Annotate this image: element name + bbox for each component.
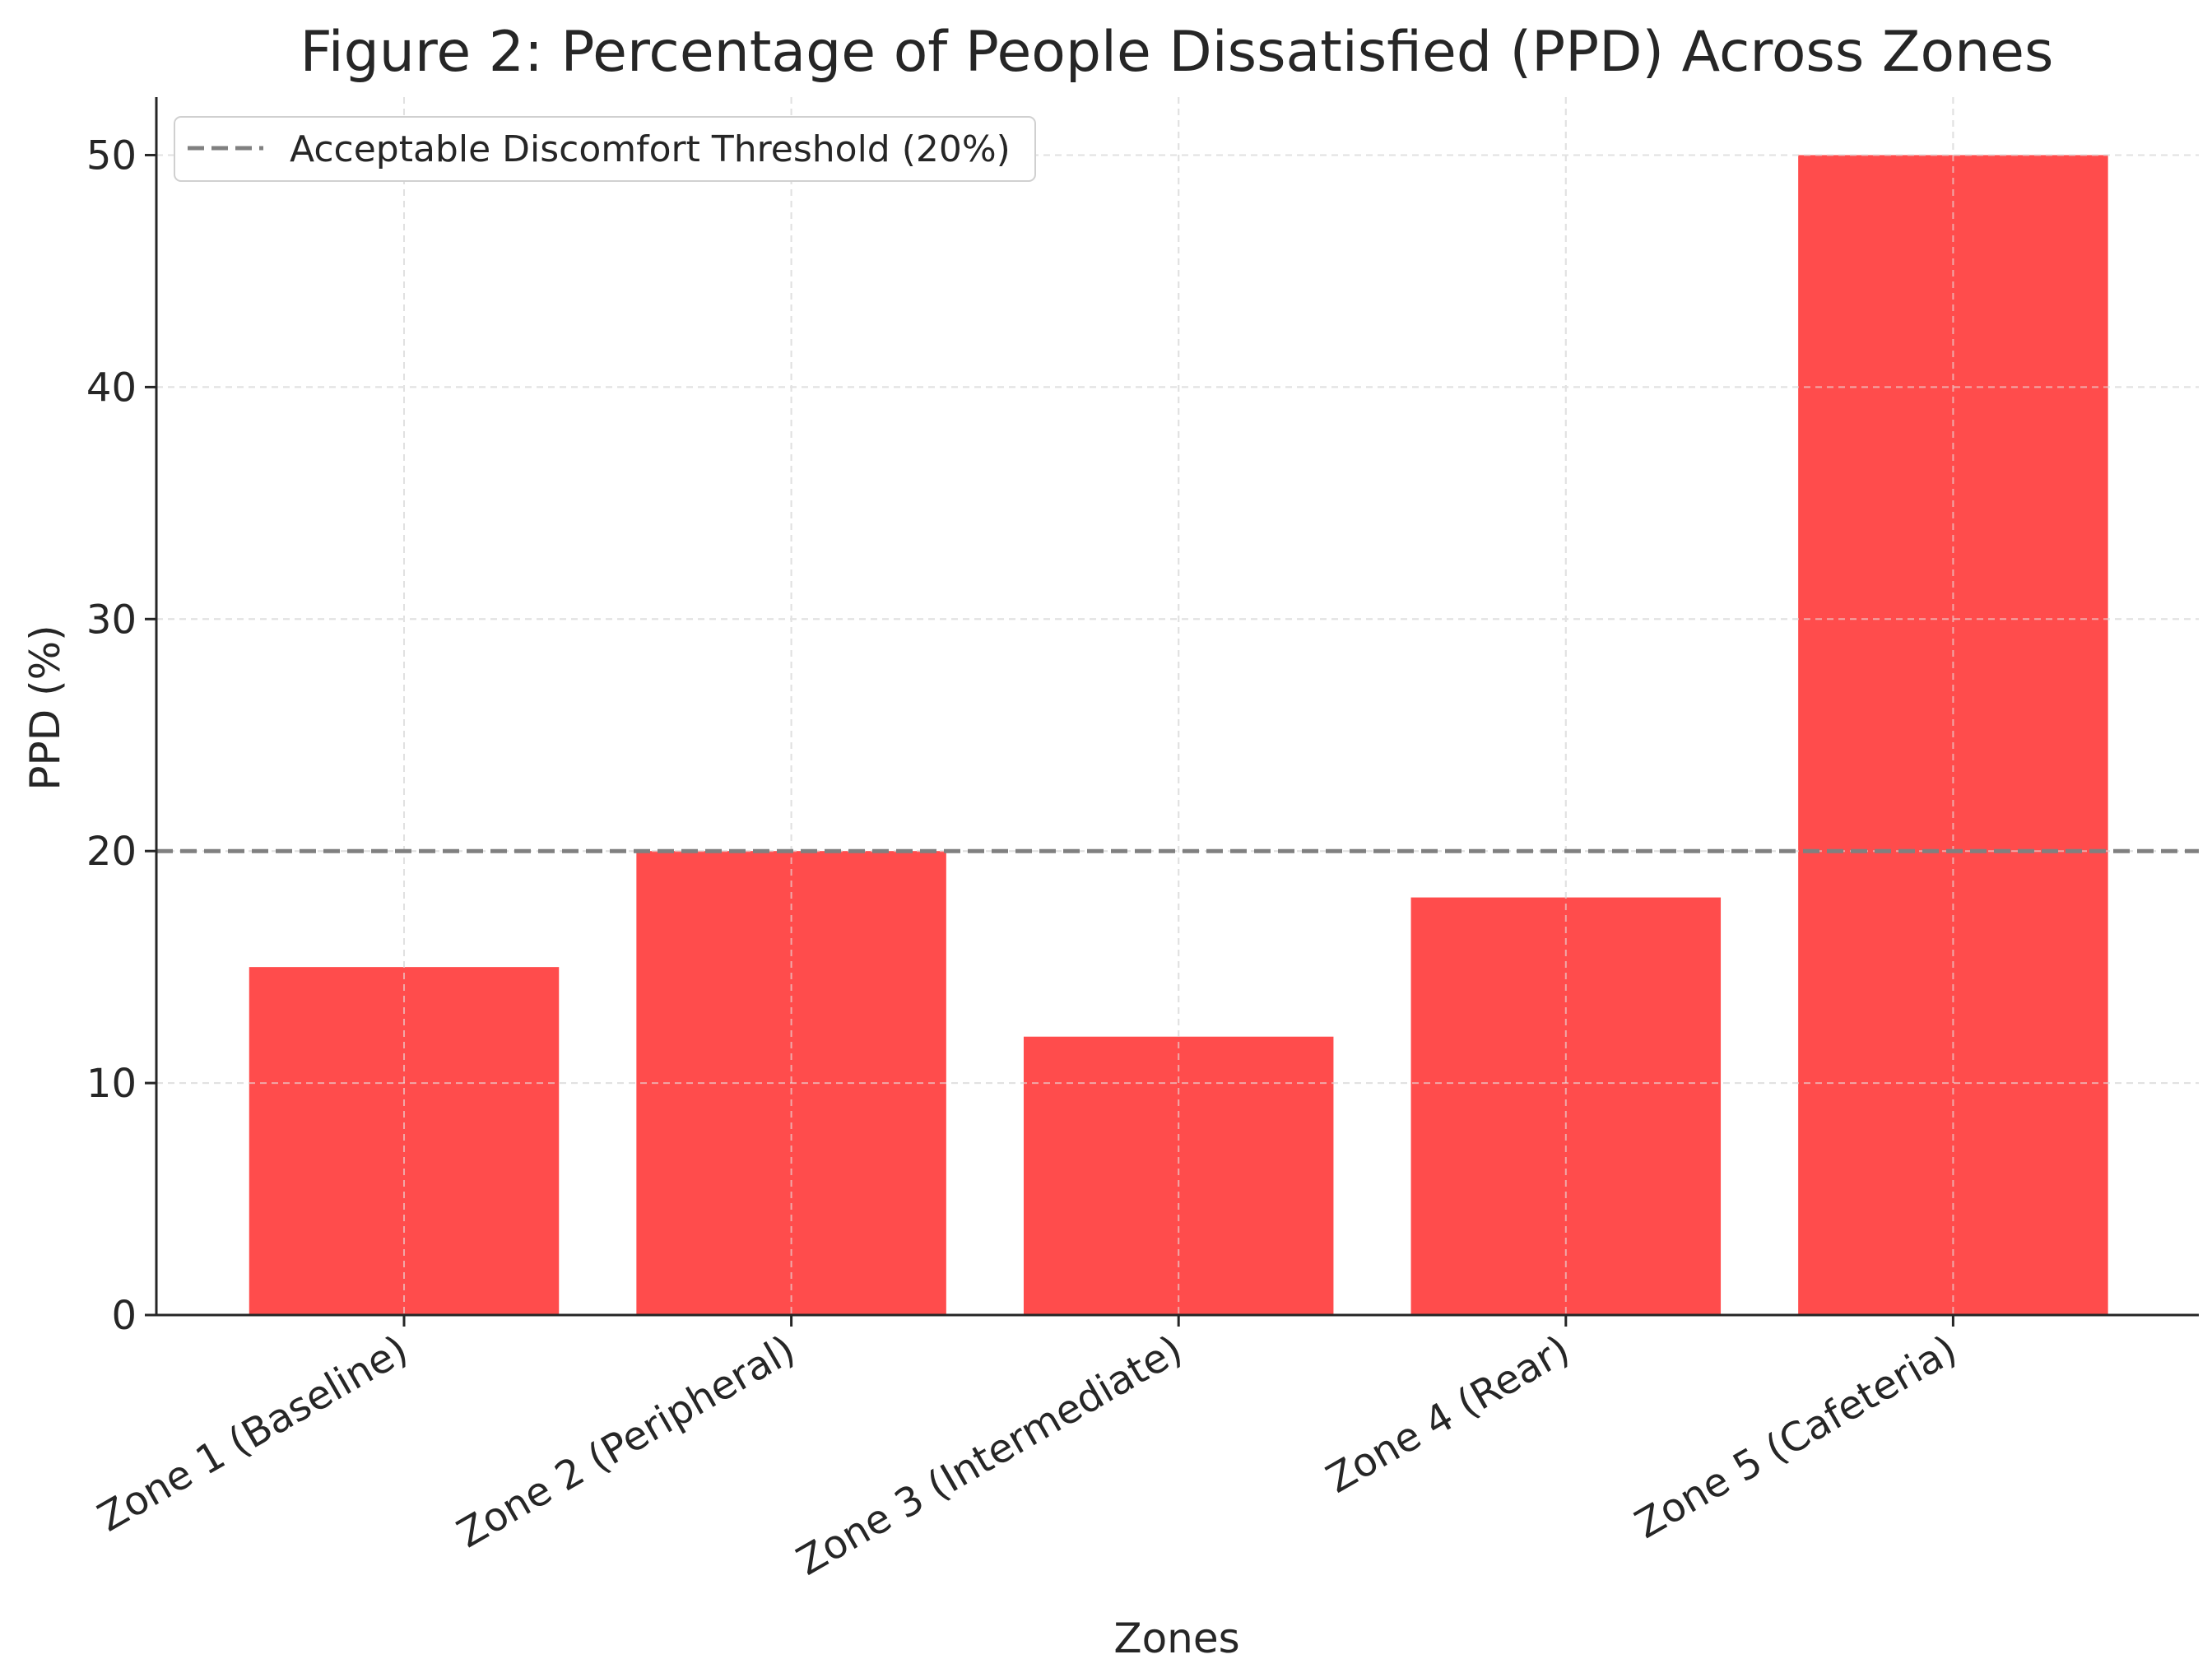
x-tick-label: Zone 3 (Intermediate) <box>789 1327 1190 1585</box>
x-tick-label: Zone 4 (Rear) <box>1318 1327 1577 1503</box>
legend: Acceptable Discomfort Threshold (20%) <box>174 116 1036 182</box>
y-tick-label: 50 <box>86 132 137 179</box>
legend-box <box>174 116 1036 182</box>
bars <box>156 97 2199 1315</box>
y-tick-label: 20 <box>86 829 137 875</box>
y-tick-label: 10 <box>86 1061 137 1107</box>
x-tick-label: Zone 5 (Cafeteria) <box>1628 1327 1965 1548</box>
y-tick-label: 40 <box>86 365 137 411</box>
chart-title: Figure 2: Percentage of People Dissatisf… <box>300 20 2054 85</box>
x-tick-label: Zone 1 (Baseline) <box>91 1327 416 1541</box>
y-tick-label: 30 <box>86 597 137 643</box>
x-tick-label: Zone 2 (Peripheral) <box>449 1327 802 1557</box>
y-tick-label: 0 <box>111 1293 137 1339</box>
x-axis-label: Zones <box>1113 1615 1239 1662</box>
legend-label: Acceptable Discomfort Threshold (20%) <box>290 128 1011 170</box>
y-axis-ticks: 0 10 20 30 40 50 <box>86 132 156 1339</box>
axes <box>155 97 2199 1317</box>
x-axis-ticks: Zone 1 (Baseline) Zone 2 (Peripheral)Zone… <box>91 1315 1965 1585</box>
y-axis-label: PPD (%) <box>21 625 69 790</box>
bar-3 <box>1023 1036 1334 1315</box>
